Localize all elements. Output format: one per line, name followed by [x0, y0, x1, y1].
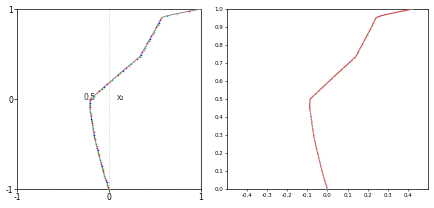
Text: 0.5: 0.5 — [83, 93, 95, 102]
Text: x₂: x₂ — [116, 93, 124, 102]
